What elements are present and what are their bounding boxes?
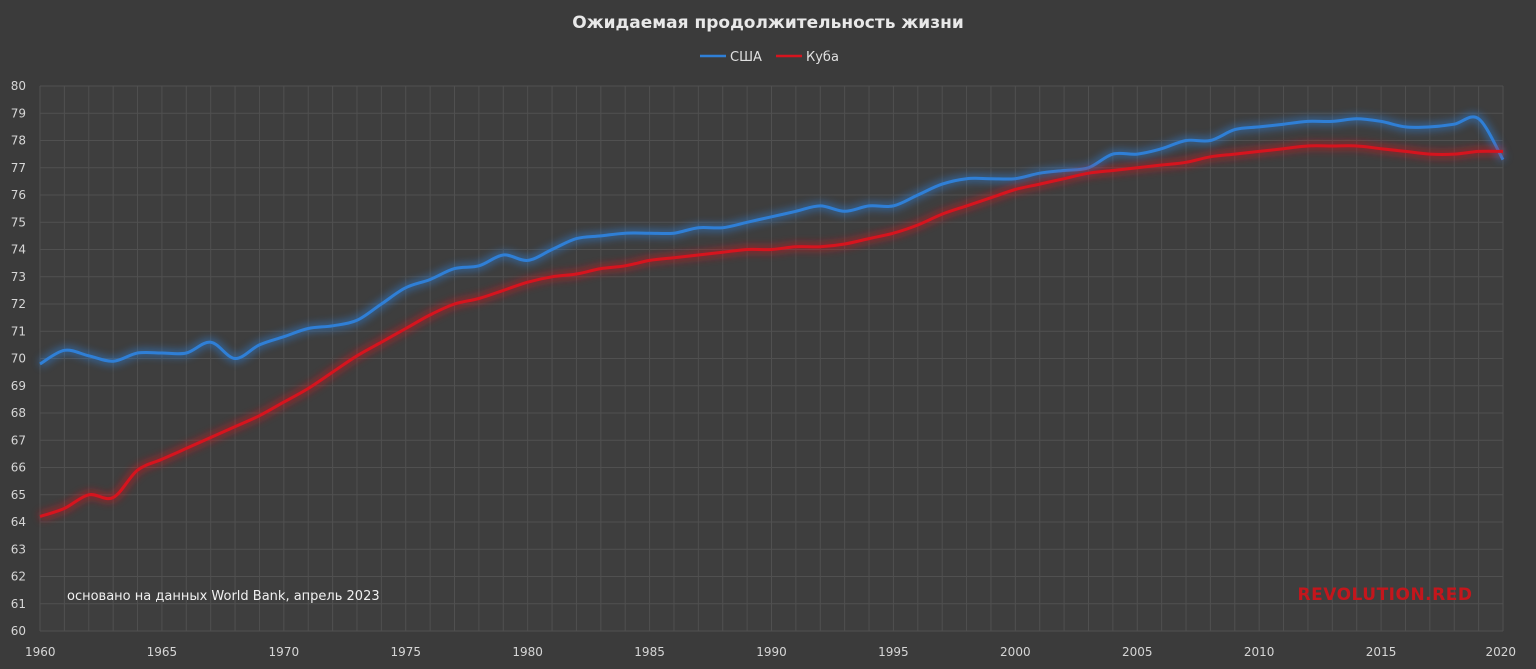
x-tick-label: 2010 <box>1244 645 1275 659</box>
y-tick-label: 61 <box>11 597 26 611</box>
y-tick-label: 73 <box>11 270 26 284</box>
y-tick-label: 72 <box>11 297 26 311</box>
x-tick-label: 1985 <box>634 645 665 659</box>
x-tick-label: 2005 <box>1122 645 1153 659</box>
x-tick-label: 1960 <box>25 645 56 659</box>
y-tick-label: 60 <box>11 624 26 638</box>
series-line-usa <box>37 112 1507 368</box>
x-tick-label: 1995 <box>878 645 909 659</box>
y-tick-label: 74 <box>11 243 26 257</box>
x-axis-ticks: 1960 1965 1970 1975 1980 1985 1990 1995 2000 2005… <box>25 645 1516 659</box>
y-tick-label: 70 <box>11 352 26 366</box>
series-line-usa-stroke <box>39 115 1505 366</box>
x-tick-label: 1980 <box>512 645 543 659</box>
x-tick-label: 1970 <box>269 645 300 659</box>
legend-label-usa: США <box>730 50 762 65</box>
y-tick-label: 65 <box>11 488 26 502</box>
y-tick-label: 63 <box>11 542 26 556</box>
y-tick-label: 69 <box>11 379 26 393</box>
y-tick-label: 77 <box>11 161 26 175</box>
y-tick-label: 67 <box>11 433 26 447</box>
legend-label-cuba: Куба <box>806 50 839 65</box>
y-tick-label: 78 <box>11 134 26 148</box>
series-line-cuba <box>38 141 1504 521</box>
y-tick-label: 79 <box>11 106 26 120</box>
legend: США Куба <box>700 50 839 65</box>
chart-title: Ожидаемая продолжительность жизни <box>572 13 963 33</box>
revolution-red-logo: REVOLUTION.RED <box>1298 585 1473 605</box>
source-note: основано на данных World Bank, апрель 20… <box>67 589 380 604</box>
y-axis-ticks: 60 61 62 63 64 65 66 67 68 69 70 71 72 73 74 75 76 77 78 79… <box>11 79 26 638</box>
x-tick-label: 2015 <box>1366 645 1397 659</box>
y-tick-label: 76 <box>11 188 26 202</box>
x-tick-label: 1965 <box>147 645 178 659</box>
y-tick-label: 68 <box>11 406 26 420</box>
y-tick-label: 62 <box>11 570 26 584</box>
x-tick-label: 2020 <box>1485 645 1516 659</box>
grid <box>39 85 1504 632</box>
x-tick-label: 1975 <box>390 645 421 659</box>
x-tick-label: 2000 <box>1000 645 1031 659</box>
series-layer <box>37 112 1507 521</box>
y-tick-label: 80 <box>11 79 26 93</box>
y-tick-label: 66 <box>11 461 26 475</box>
y-tick-label: 71 <box>11 324 26 338</box>
y-tick-label: 64 <box>11 515 26 529</box>
series-line-cuba-stroke <box>39 144 1504 518</box>
y-tick-label: 75 <box>11 215 26 229</box>
x-tick-label: 1990 <box>756 645 787 659</box>
